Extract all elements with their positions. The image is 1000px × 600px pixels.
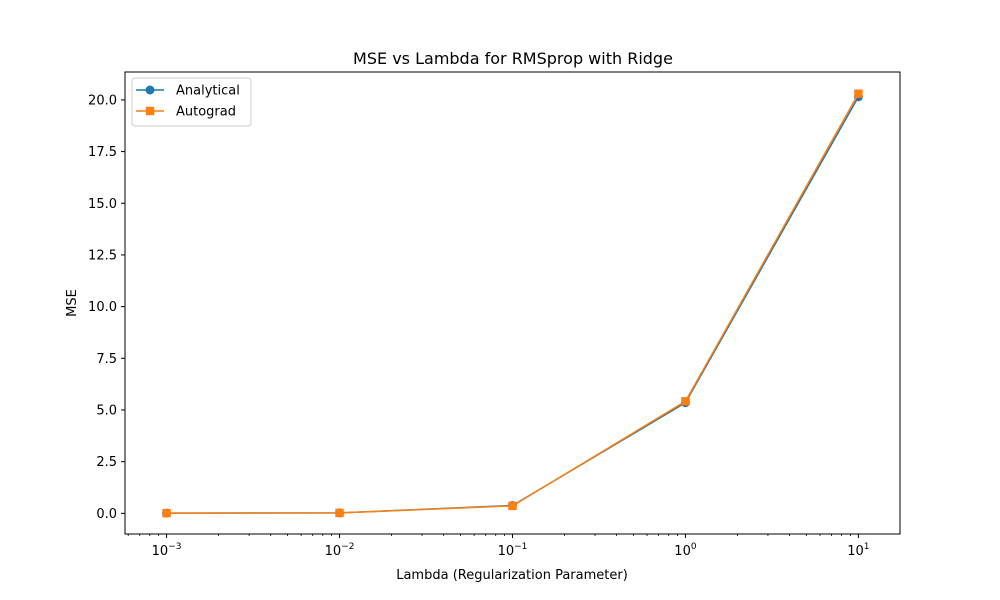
y-tick-label: 2.5 <box>96 455 117 470</box>
legend-marker-analytical <box>145 85 155 95</box>
data-point-autograd <box>681 397 690 406</box>
x-axis: 10−3 10−2 10−1 100 101 <box>127 534 870 559</box>
data-point-autograd <box>162 508 171 518</box>
x-tick-label: 10−3 <box>152 542 182 559</box>
series-layer <box>162 89 863 518</box>
x-tick-label: 10−2 <box>325 542 355 559</box>
x-tick-label: 100 <box>674 542 697 559</box>
y-axis: 0.0 2.5 5.0 7.5 10.0 12.5 15.0 17.5 20.0 <box>88 93 125 522</box>
x-axis-label: Lambda (Regularization Parameter) <box>396 568 628 583</box>
y-axis-label: MSE <box>65 289 80 317</box>
y-tick-label: 12.5 <box>88 248 117 263</box>
x-tick-label: 10−1 <box>498 542 528 559</box>
chart-title: MSE vs Lambda for RMSprop with Ridge <box>353 49 673 68</box>
legend: Analytical Autograd <box>131 77 252 127</box>
data-point-autograd <box>508 501 517 511</box>
legend-label-autograd: Autograd <box>176 105 236 120</box>
data-point-autograd <box>854 89 863 98</box>
x-tick-label: 101 <box>847 542 869 559</box>
y-tick-label: 0.0 <box>96 507 117 522</box>
legend-label-analytical: Analytical <box>176 84 240 99</box>
y-tick-label: 5.0 <box>96 403 117 418</box>
y-tick-label: 20.0 <box>88 93 117 108</box>
y-tick-label: 17.5 <box>88 145 117 160</box>
legend-marker-autograd <box>145 106 155 116</box>
data-point-autograd <box>335 508 344 518</box>
y-tick-label: 7.5 <box>96 352 117 367</box>
y-tick-label: 15.0 <box>88 197 117 212</box>
y-tick-label: 10.0 <box>88 300 117 315</box>
plot-frame <box>124 71 901 535</box>
plot-area <box>125 72 900 534</box>
